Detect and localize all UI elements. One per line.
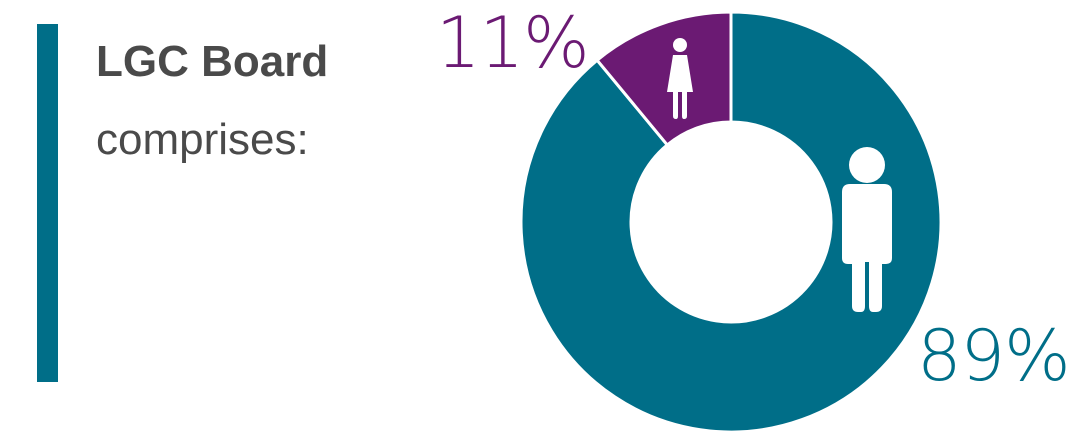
accent-bar xyxy=(37,24,58,382)
male-slice xyxy=(519,10,943,432)
female-percentage-label: 11% xyxy=(436,2,590,84)
chart-subheading: comprises: xyxy=(96,115,309,164)
female-slice xyxy=(595,10,733,148)
chart-heading: LGC Board xyxy=(96,37,329,86)
female-figure-icon xyxy=(667,38,693,119)
donut-slices xyxy=(519,10,943,432)
male-figure-icon xyxy=(842,147,892,312)
male-percentage-label: 89% xyxy=(917,315,1071,397)
